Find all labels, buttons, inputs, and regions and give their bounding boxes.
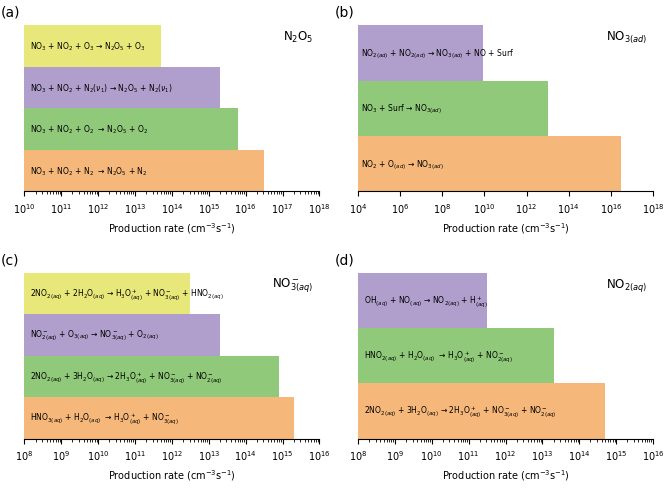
Text: 2NO$_{2(aq)}$ + 2H$_2$O$_{(aq)}$ → H$_3$O$^+_{(aq)}$ + NO$^-_{3(aq)}$ + HNO$_{2(: 2NO$_{2(aq)}$ + 2H$_2$O$_{(aq)}$ → H$_3$… bbox=[30, 286, 224, 301]
Text: NO$_3$ + NO$_2$ + O$_2$  → N$_2$O$_5$ + O$_2$: NO$_3$ + NO$_2$ + O$_2$ → N$_2$O$_5$ + O… bbox=[30, 123, 148, 136]
Bar bbox=[358, 137, 622, 192]
Text: OH$_{(aq)}$ + NO$_{(aq)}$ → NO$_{2(aq)}$ + H$^+_{(aq)}$: OH$_{(aq)}$ + NO$_{(aq)}$ → NO$_{2(aq)}$… bbox=[364, 293, 488, 308]
Text: NO$_3$ + NO$_2$ + O$_3$ → N$_2$O$_5$ + O$_3$: NO$_3$ + NO$_2$ + O$_3$ → N$_2$O$_5$ + O… bbox=[30, 41, 146, 53]
Text: NO$^-_{3(aq)}$: NO$^-_{3(aq)}$ bbox=[272, 276, 314, 295]
Text: 2NO$_{2(aq)}$ + 3H$_2$O$_{(aq)}$ → 2H$_3$O$^+_{(aq)}$ + NO$^-_{3(aq)}$ + NO$^-_{: 2NO$_{2(aq)}$ + 3H$_2$O$_{(aq)}$ → 2H$_3… bbox=[364, 404, 556, 419]
Text: NO$_{3(ad)}$: NO$_{3(ad)}$ bbox=[606, 30, 647, 46]
Bar bbox=[24, 68, 220, 109]
Text: HNO$_{2(aq)}$ + H$_2$O$_{(aq)}$  → H$_3$O$^+_{(aq)}$ + NO$^-_{2(aq)}$: HNO$_{2(aq)}$ + H$_2$O$_{(aq)}$ → H$_3$O… bbox=[364, 348, 513, 363]
Bar bbox=[358, 81, 547, 137]
Text: NO$_2$ + O$_{(ad)}$ → NO$_{3(ad)}$: NO$_2$ + O$_{(ad)}$ → NO$_{3(ad)}$ bbox=[361, 158, 444, 171]
Text: 2NO$_{2(aq)}$ + 3H$_2$O$_{(aq)}$ → 2H$_3$O$^+_{(aq)}$ + NO$^-_{3(aq)}$ + NO$^-_{: 2NO$_{2(aq)}$ + 3H$_2$O$_{(aq)}$ → 2H$_3… bbox=[30, 369, 222, 384]
Bar bbox=[24, 109, 239, 150]
X-axis label: Production rate (cm$^{-3}$s$^{-1}$): Production rate (cm$^{-3}$s$^{-1}$) bbox=[442, 221, 570, 236]
Bar bbox=[358, 328, 553, 384]
X-axis label: Production rate (cm$^{-3}$s$^{-1}$): Production rate (cm$^{-3}$s$^{-1}$) bbox=[108, 221, 236, 236]
Text: (a): (a) bbox=[1, 6, 20, 20]
Text: NO$_{2(aq)}$: NO$_{2(aq)}$ bbox=[606, 276, 647, 293]
Bar bbox=[358, 273, 487, 328]
Text: NO$_3$ + NO$_2$ + N$_2$($\nu_1$) → N$_2$O$_5$ + N$_2$($\nu_1$): NO$_3$ + NO$_2$ + N$_2$($\nu_1$) → N$_2$… bbox=[30, 82, 173, 95]
Text: HNO$_{3(aq)}$ + H$_2$O$_{(aq)}$  → H$_3$O$^+_{(aq)}$ + NO$^-_{3(aq)}$: HNO$_{3(aq)}$ + H$_2$O$_{(aq)}$ → H$_3$O… bbox=[30, 410, 179, 426]
Text: NO$^-_{2(aq)}$ + O$_{3(aq)}$ → NO$^-_{3(aq)}$ + O$_{2(aq)}$: NO$^-_{2(aq)}$ + O$_{3(aq)}$ → NO$^-_{3(… bbox=[30, 328, 159, 342]
Bar bbox=[358, 384, 605, 439]
Bar bbox=[24, 397, 293, 439]
Text: (d): (d) bbox=[334, 252, 354, 266]
Bar bbox=[24, 150, 264, 192]
Bar bbox=[24, 314, 220, 356]
Text: (b): (b) bbox=[334, 6, 354, 20]
Bar bbox=[24, 356, 279, 397]
Text: N$_2$O$_5$: N$_2$O$_5$ bbox=[283, 30, 314, 45]
Text: (c): (c) bbox=[1, 252, 19, 266]
Bar bbox=[24, 26, 161, 68]
Bar bbox=[24, 273, 190, 314]
Bar bbox=[358, 26, 484, 81]
X-axis label: Production rate (cm$^{-3}$s$^{-1}$): Production rate (cm$^{-3}$s$^{-1}$) bbox=[108, 468, 236, 483]
Text: NO$_3$ + NO$_2$ + N$_2$  → N$_2$O$_5$ + N$_2$: NO$_3$ + NO$_2$ + N$_2$ → N$_2$O$_5$ + N… bbox=[30, 165, 147, 178]
Text: NO$_3$ + Surf → NO$_{3(ad)}$: NO$_3$ + Surf → NO$_{3(ad)}$ bbox=[361, 102, 442, 116]
X-axis label: Production rate (cm$^{-3}$s$^{-1}$): Production rate (cm$^{-3}$s$^{-1}$) bbox=[442, 468, 570, 483]
Text: NO$_{2(ad)}$ + NO$_{2(ad)}$ → NO$_{3(ad)}$ + NO + Surf: NO$_{2(ad)}$ + NO$_{2(ad)}$ → NO$_{3(ad)… bbox=[361, 47, 515, 61]
